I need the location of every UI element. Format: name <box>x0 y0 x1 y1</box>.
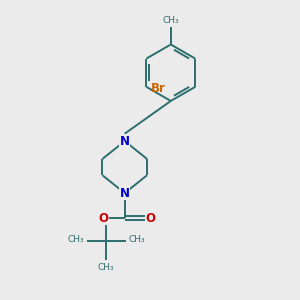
Text: CH₃: CH₃ <box>163 16 179 25</box>
Text: Br: Br <box>151 82 166 95</box>
Text: N: N <box>120 135 130 148</box>
Text: CH₃: CH₃ <box>129 235 145 244</box>
Text: O: O <box>98 212 108 225</box>
Text: O: O <box>146 212 156 225</box>
Text: N: N <box>120 187 130 200</box>
Text: CH₃: CH₃ <box>68 235 84 244</box>
Text: CH₃: CH₃ <box>98 263 115 272</box>
